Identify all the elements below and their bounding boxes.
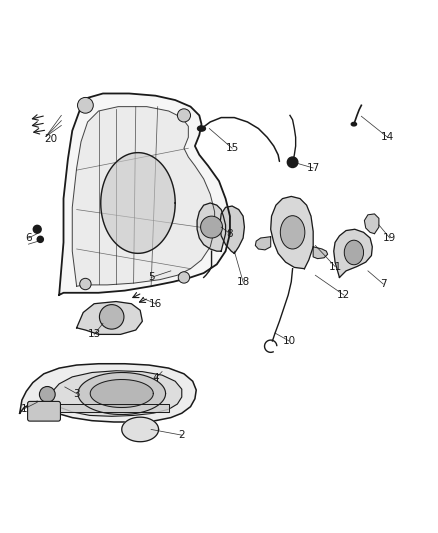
- Text: 16: 16: [149, 298, 162, 309]
- Polygon shape: [255, 237, 271, 250]
- Polygon shape: [90, 379, 153, 408]
- Text: 15: 15: [226, 143, 239, 154]
- Polygon shape: [20, 364, 196, 422]
- Text: 20: 20: [44, 134, 57, 144]
- Polygon shape: [30, 405, 169, 412]
- Polygon shape: [334, 229, 372, 278]
- Circle shape: [99, 304, 124, 329]
- Text: 8: 8: [226, 229, 233, 239]
- Polygon shape: [59, 93, 230, 295]
- FancyBboxPatch shape: [28, 401, 60, 421]
- Polygon shape: [364, 214, 379, 233]
- Polygon shape: [77, 302, 142, 334]
- Text: 2: 2: [178, 430, 185, 440]
- Text: 7: 7: [380, 279, 387, 289]
- Circle shape: [78, 98, 93, 113]
- Polygon shape: [313, 247, 328, 259]
- Circle shape: [39, 386, 55, 402]
- Circle shape: [177, 109, 191, 122]
- Text: 4: 4: [152, 373, 159, 383]
- Text: 10: 10: [283, 336, 296, 346]
- Polygon shape: [271, 197, 313, 269]
- Text: 5: 5: [148, 272, 155, 282]
- Text: 1: 1: [21, 404, 28, 414]
- Polygon shape: [101, 152, 175, 253]
- Text: 18: 18: [237, 277, 250, 287]
- Text: 17: 17: [307, 163, 320, 173]
- Text: 12: 12: [337, 290, 350, 300]
- Polygon shape: [122, 417, 159, 442]
- Circle shape: [287, 157, 298, 167]
- Circle shape: [37, 236, 43, 243]
- Ellipse shape: [351, 123, 357, 126]
- Text: 3: 3: [73, 389, 80, 399]
- Text: 6: 6: [25, 233, 32, 243]
- Ellipse shape: [198, 126, 205, 131]
- Ellipse shape: [344, 240, 364, 265]
- Circle shape: [80, 278, 91, 290]
- Polygon shape: [220, 206, 244, 253]
- Circle shape: [201, 216, 223, 238]
- Polygon shape: [78, 373, 166, 415]
- Circle shape: [178, 272, 190, 283]
- Text: 14: 14: [381, 132, 394, 142]
- Circle shape: [33, 225, 41, 233]
- Polygon shape: [72, 107, 215, 286]
- Text: 11: 11: [328, 262, 342, 271]
- Ellipse shape: [280, 216, 305, 249]
- Polygon shape: [50, 371, 182, 416]
- Polygon shape: [197, 203, 226, 251]
- Text: 13: 13: [88, 329, 101, 340]
- Text: 19: 19: [383, 233, 396, 243]
